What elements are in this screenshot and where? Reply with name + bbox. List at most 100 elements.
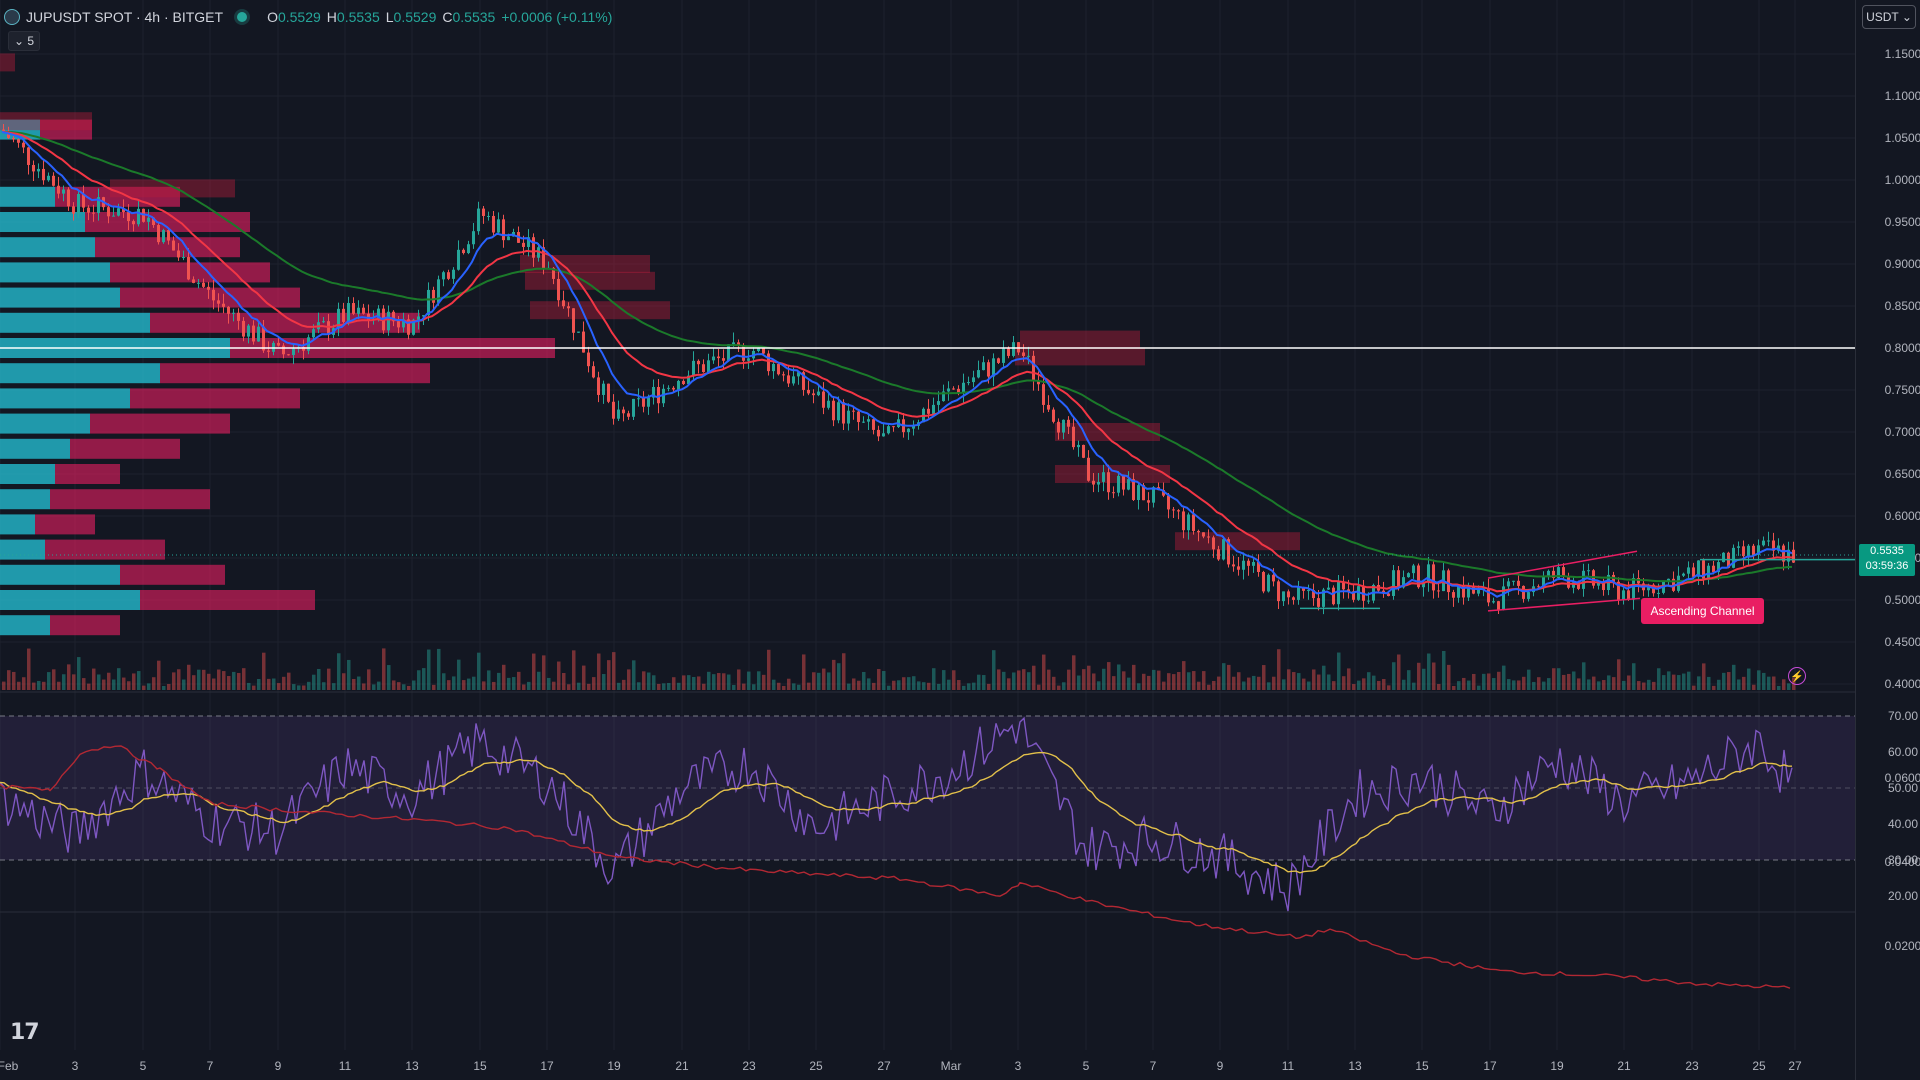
candle-body xyxy=(1187,514,1190,531)
candle-body xyxy=(787,375,790,384)
volume-bar xyxy=(207,673,211,690)
candle-body xyxy=(492,215,495,233)
volume-bar xyxy=(812,672,816,690)
channel-lower-line xyxy=(1487,597,1641,612)
volume-bar xyxy=(357,676,361,690)
candle-body xyxy=(7,131,10,139)
candle-body xyxy=(1102,472,1105,482)
indicators-toggle-button[interactable]: ⌄ 5 xyxy=(8,31,40,51)
candle-body xyxy=(12,138,15,140)
candle-body xyxy=(312,329,315,338)
candle-body xyxy=(267,350,270,352)
volume-bar xyxy=(1357,680,1361,690)
volume-bar xyxy=(332,683,336,690)
candle-body xyxy=(87,207,90,213)
volume-bar xyxy=(1482,673,1486,690)
candle-body xyxy=(582,331,585,353)
volume-bar xyxy=(1757,670,1761,690)
volume-bar xyxy=(1457,681,1461,690)
candle-body xyxy=(837,402,840,421)
candle-body xyxy=(1792,549,1795,563)
candle-body xyxy=(77,193,80,214)
symbol-title[interactable]: JUPUSDT SPOT · 4h · BITGET xyxy=(26,9,224,25)
volume-bar xyxy=(1187,672,1191,690)
close-label: C xyxy=(442,9,453,25)
volume-bar xyxy=(1127,677,1131,690)
symbol-legend: JUPUSDT SPOT · 4h · BITGET O 0.5529 H 0.55… xyxy=(4,6,612,28)
candle-body xyxy=(1777,545,1780,551)
volume-bar xyxy=(682,675,686,690)
volume-bar xyxy=(1502,665,1506,690)
volume-bar xyxy=(82,678,86,690)
volume-bar xyxy=(127,681,131,690)
candle-body xyxy=(1302,587,1305,591)
volume-bar xyxy=(827,672,831,690)
jupiter-logo-icon xyxy=(4,9,20,25)
candle-body xyxy=(1387,593,1390,596)
volume-bar xyxy=(1692,685,1696,690)
ascending-channel-label[interactable]: Ascending Channel xyxy=(1641,598,1764,624)
candle-body xyxy=(1392,570,1395,596)
currency-select[interactable]: USDT ⌄ xyxy=(1862,5,1916,29)
volume-bar xyxy=(832,659,836,690)
candle-body xyxy=(1562,567,1565,577)
volume-profile-down-row xyxy=(85,212,250,232)
candle-body xyxy=(1557,567,1560,578)
candle-body xyxy=(737,342,740,346)
candle-body xyxy=(1342,581,1345,590)
candle-body xyxy=(532,237,535,258)
volume-bar xyxy=(1012,672,1016,690)
tradingview-logo-icon[interactable]: 17 xyxy=(10,1020,40,1045)
volume-bar xyxy=(1527,669,1531,690)
candle-body xyxy=(742,345,745,361)
candle-body xyxy=(782,374,785,376)
time-axis-tick: 3 xyxy=(71,1059,79,1073)
high-label: H xyxy=(326,9,337,25)
candle-body xyxy=(797,372,800,377)
volume-bar xyxy=(982,675,986,690)
candle-body xyxy=(27,147,30,165)
volume-profile-down-row xyxy=(95,237,240,258)
candle-body xyxy=(747,358,750,361)
candle-body xyxy=(2,129,5,132)
volume-bar xyxy=(342,673,346,690)
candle-body xyxy=(1537,586,1540,588)
candle-body xyxy=(162,230,165,243)
volume-profile-up-row xyxy=(0,514,35,535)
candle-body xyxy=(1447,570,1450,593)
volume-bar xyxy=(282,676,286,690)
volume-bar xyxy=(1467,680,1471,690)
candle-body xyxy=(182,257,185,259)
close-value: 0.5535 xyxy=(452,9,496,25)
candle-body xyxy=(1542,576,1545,587)
volume-bar xyxy=(1037,684,1041,690)
candle-body xyxy=(1422,582,1425,588)
volume-bar xyxy=(437,648,441,690)
candle-body xyxy=(1332,587,1335,605)
volume-bar xyxy=(1202,671,1206,690)
open-label: O xyxy=(267,9,278,25)
candle-body xyxy=(847,410,850,424)
time-axis-tick: 15 xyxy=(1415,1059,1429,1073)
volume-bar xyxy=(1717,679,1721,690)
volume-bar xyxy=(1027,672,1031,690)
chart-plot-area[interactable] xyxy=(0,0,1855,1080)
candle-body xyxy=(1252,562,1255,566)
volume-profile-up-row xyxy=(0,388,130,409)
volume-bar xyxy=(1322,665,1326,690)
channel-upper-line xyxy=(1487,550,1638,579)
open-value: 0.5529 xyxy=(277,9,321,25)
candle-body xyxy=(1457,585,1460,598)
lightning-icon[interactable]: ⚡ xyxy=(1788,667,1806,685)
candle-body xyxy=(1177,510,1180,512)
candle-body xyxy=(887,426,890,434)
volume-bar xyxy=(242,668,246,690)
volume-bar xyxy=(1732,664,1736,690)
volume-bar xyxy=(952,670,956,690)
volume-bar xyxy=(672,677,676,690)
price-axis[interactable] xyxy=(1855,0,1920,1080)
volume-bar xyxy=(1122,671,1126,690)
volume-bar xyxy=(1077,675,1081,690)
candle-body xyxy=(172,240,175,251)
last-price-label: 0.5535 03:59:36 xyxy=(1859,544,1915,576)
